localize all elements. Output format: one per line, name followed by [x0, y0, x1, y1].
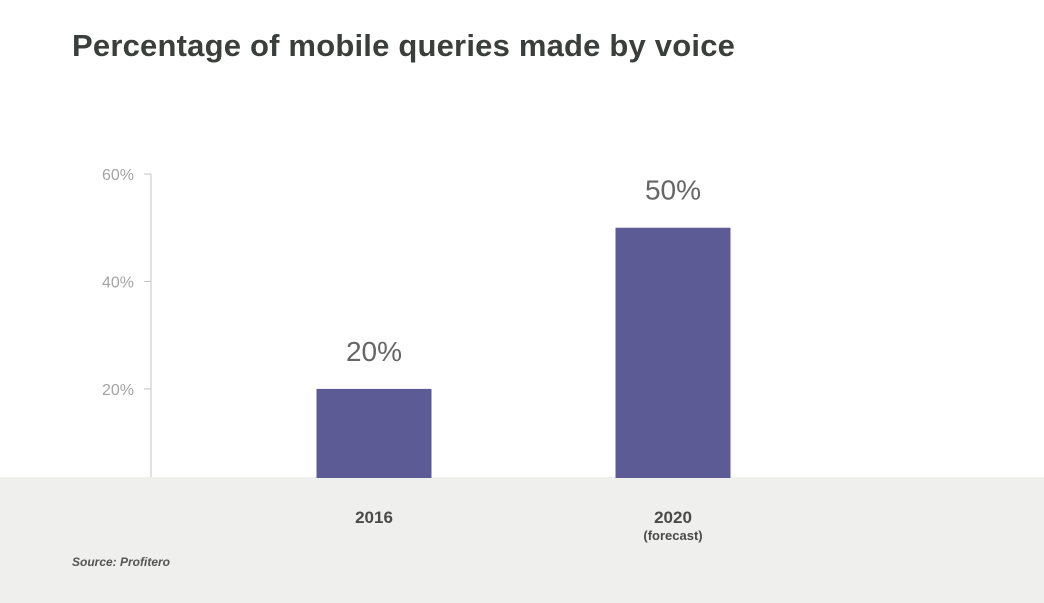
bar	[316, 388, 432, 478]
y-tick-label: 40%	[102, 274, 134, 291]
x-category-note: (forecast)	[643, 528, 702, 543]
y-tick-label: 20%	[102, 382, 134, 399]
bar-value-label: 50%	[645, 175, 701, 206]
y-tick-label: 60%	[102, 167, 134, 184]
chart-footer-band	[0, 477, 1044, 603]
chart-title: Percentage of mobile queries made by voi…	[72, 28, 736, 63]
bar-value-label: 20%	[346, 336, 402, 367]
x-category-label: 2016	[355, 508, 393, 527]
bar	[615, 227, 731, 478]
source-note: Source: Profitero	[72, 555, 171, 569]
x-category-label: 2020	[654, 508, 692, 527]
